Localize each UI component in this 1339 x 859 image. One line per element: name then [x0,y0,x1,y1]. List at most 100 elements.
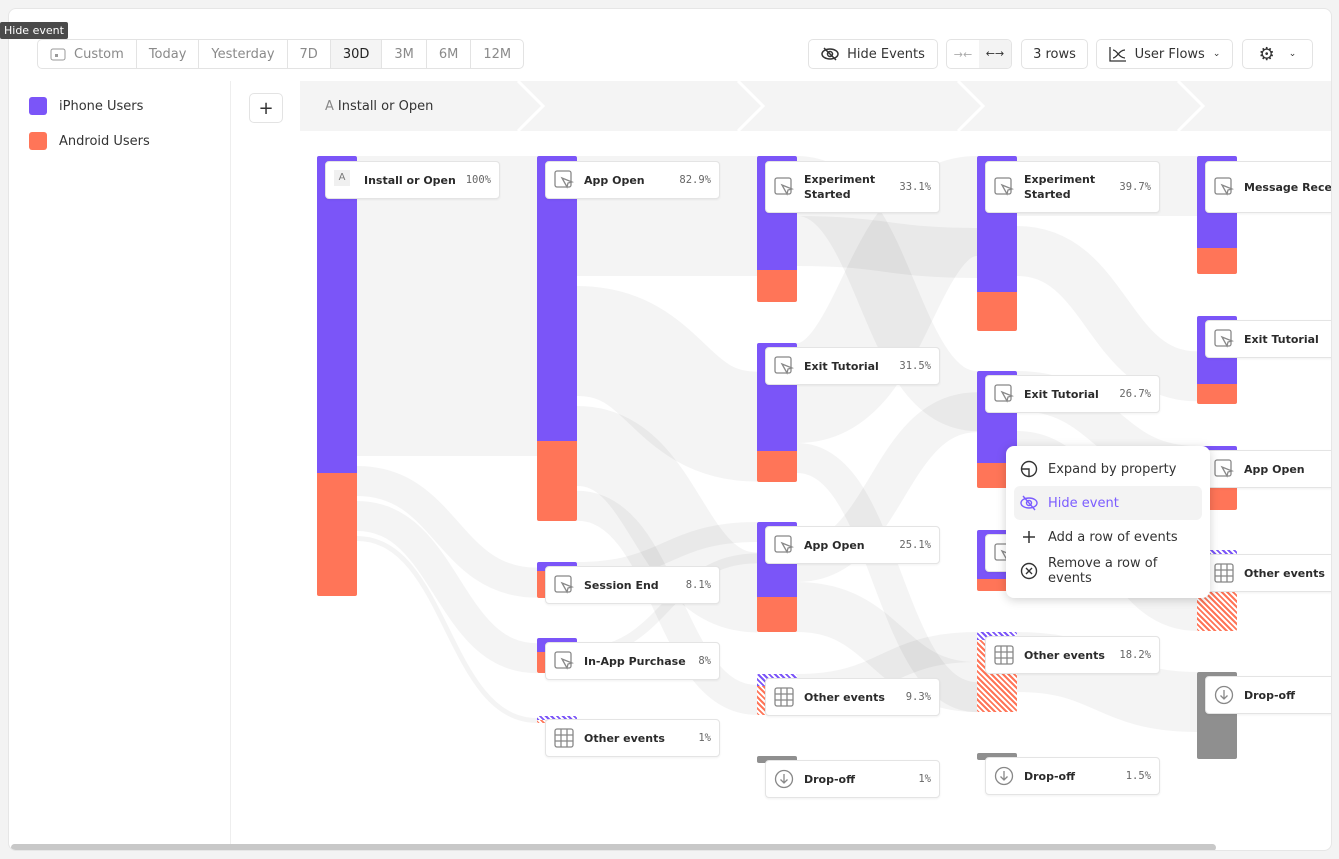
cursor-icon [554,575,575,595]
cursor-icon [774,177,795,197]
menu-item-label: Hide event [1048,495,1119,511]
node-card[interactable]: Exit Tutorial 26.7% [985,375,1160,413]
date-option-yesterday[interactable]: Yesterday [199,40,288,68]
node-card[interactable]: A Install or Open 100% [325,161,500,199]
step-header [300,79,1331,133]
arrow-down-icon [774,769,794,789]
android-fill [757,597,797,633]
rows-label: 3 rows [1033,46,1076,62]
date-option-6m[interactable]: 6M [427,40,472,68]
node-card[interactable]: Other events 18.2% [985,636,1160,674]
iphone-fill [317,156,357,473]
close-circle-icon [1020,562,1038,580]
node-card[interactable]: Experiment Started 33.1% [765,161,940,213]
grid-icon [554,728,574,748]
cursor-icon [1214,329,1235,349]
android-fill [317,472,357,596]
flow-link[interactable] [795,582,979,713]
view-dropdown[interactable]: User Flows ⌄ [1096,39,1233,69]
node-label: App Open [584,173,645,187]
node-card[interactable]: Drop-off 1.5% [985,757,1160,795]
grid-icon [994,645,1014,665]
menu-item-remove-a-row-of-events[interactable]: Remove a row of events [1014,554,1202,588]
expand-button[interactable]: ←→ [979,40,1011,68]
node-label: Install or Open [364,173,456,187]
menu-item-hide-event[interactable]: Hide event [1014,486,1202,520]
eye-off-icon [821,47,839,61]
date-option-label: 12M [483,46,512,62]
node-percent: 1% [918,773,931,785]
node-card[interactable]: Exit Tutorial [1205,320,1331,358]
flow-link[interactable] [573,406,761,633]
node-label: Drop-off [804,772,856,786]
node-card[interactable]: App Open [1205,450,1331,488]
scrollbar-thumb[interactable] [11,844,1216,850]
node-card[interactable]: In-App Purchase 8% [545,642,720,680]
legend-item[interactable]: Android Users [29,132,150,150]
node-card[interactable]: Drop-off [1205,676,1331,714]
node-card[interactable]: Session End 8.1% [545,566,720,604]
date-option-3m[interactable]: 3M [382,40,427,68]
step-letter: A [325,99,334,114]
node-card[interactable]: Other events [1205,554,1331,592]
flow-link[interactable] [356,466,538,598]
node-label: Drop-off [1244,688,1296,702]
node-card[interactable]: Drop-off 1% [765,760,940,798]
node-percent: 8% [698,655,711,667]
legend-label: Android Users [59,133,150,149]
date-option-today[interactable]: Today [137,40,200,68]
date-option-label: Custom [74,46,124,62]
horizontal-scrollbar[interactable] [9,843,1331,850]
node-card[interactable]: Exit Tutorial 31.5% [765,347,940,385]
node-percent: 26.7% [1119,388,1151,400]
collapse-expand-toggle: →← ←→ [946,39,1012,69]
legend: iPhone Users Android Users [9,81,231,850]
legend-item[interactable]: iPhone Users [29,97,143,115]
gear-icon: ⚙ [1258,43,1275,65]
android-fill [757,269,797,302]
settings-dropdown[interactable]: ⚙ ⌄ [1242,39,1313,69]
cursor-icon [994,384,1015,404]
flow-link[interactable] [796,216,978,278]
chevron-down-icon: ⌄ [1288,49,1297,59]
menu-item-expand-by-property[interactable]: Expand by property [1014,452,1202,486]
node-card[interactable]: App Open 25.1% [765,526,940,564]
collapse-button[interactable]: →← [953,47,973,61]
dropoff-fill [757,756,797,763]
node-bar[interactable] [757,756,797,763]
rows-button[interactable]: 3 rows [1021,39,1088,69]
date-option-label: Yesterday [211,46,275,62]
arrow-down-icon [994,766,1014,786]
step-header-label: A Install or Open [325,99,433,114]
node-card[interactable]: Message Received [1205,161,1331,213]
menu-item-add-a-row-of-events[interactable]: Add a row of events [1014,520,1202,554]
hide-events-button[interactable]: Hide Events [808,39,938,69]
flow-link[interactable] [1015,226,1199,402]
plus-icon [1020,528,1038,546]
flow-link[interactable] [355,501,539,674]
flow-link[interactable] [795,443,979,713]
add-step-button[interactable]: + [249,93,283,123]
node-percent: 9.3% [905,691,931,703]
node-bar[interactable] [317,156,357,596]
node-card[interactable]: App Open 82.9% [545,161,720,199]
flows-chart-icon [1108,47,1126,62]
date-option-12m[interactable]: 12M [471,40,523,68]
expand-icon [1020,460,1038,478]
arrow-down-icon [1214,685,1234,705]
node-bar[interactable] [977,753,1017,760]
node-percent: 1% [698,732,711,744]
node-label: Other events [1244,566,1325,580]
date-option-custom[interactable]: Custom [38,40,137,68]
date-option-7d[interactable]: 7D [288,40,331,68]
node-label: Other events [584,731,665,745]
node-card[interactable]: Other events 1% [545,719,720,757]
node-bar[interactable] [537,156,577,521]
node-card[interactable]: Other events 9.3% [765,678,940,716]
flow-link[interactable] [356,536,538,723]
flow-link[interactable] [574,286,760,482]
node-card[interactable]: Experiment Started 39.7% [985,161,1160,213]
step-name: Install or Open [337,99,434,114]
cursor-icon [774,356,795,376]
date-option-30d[interactable]: 30D [330,40,383,68]
